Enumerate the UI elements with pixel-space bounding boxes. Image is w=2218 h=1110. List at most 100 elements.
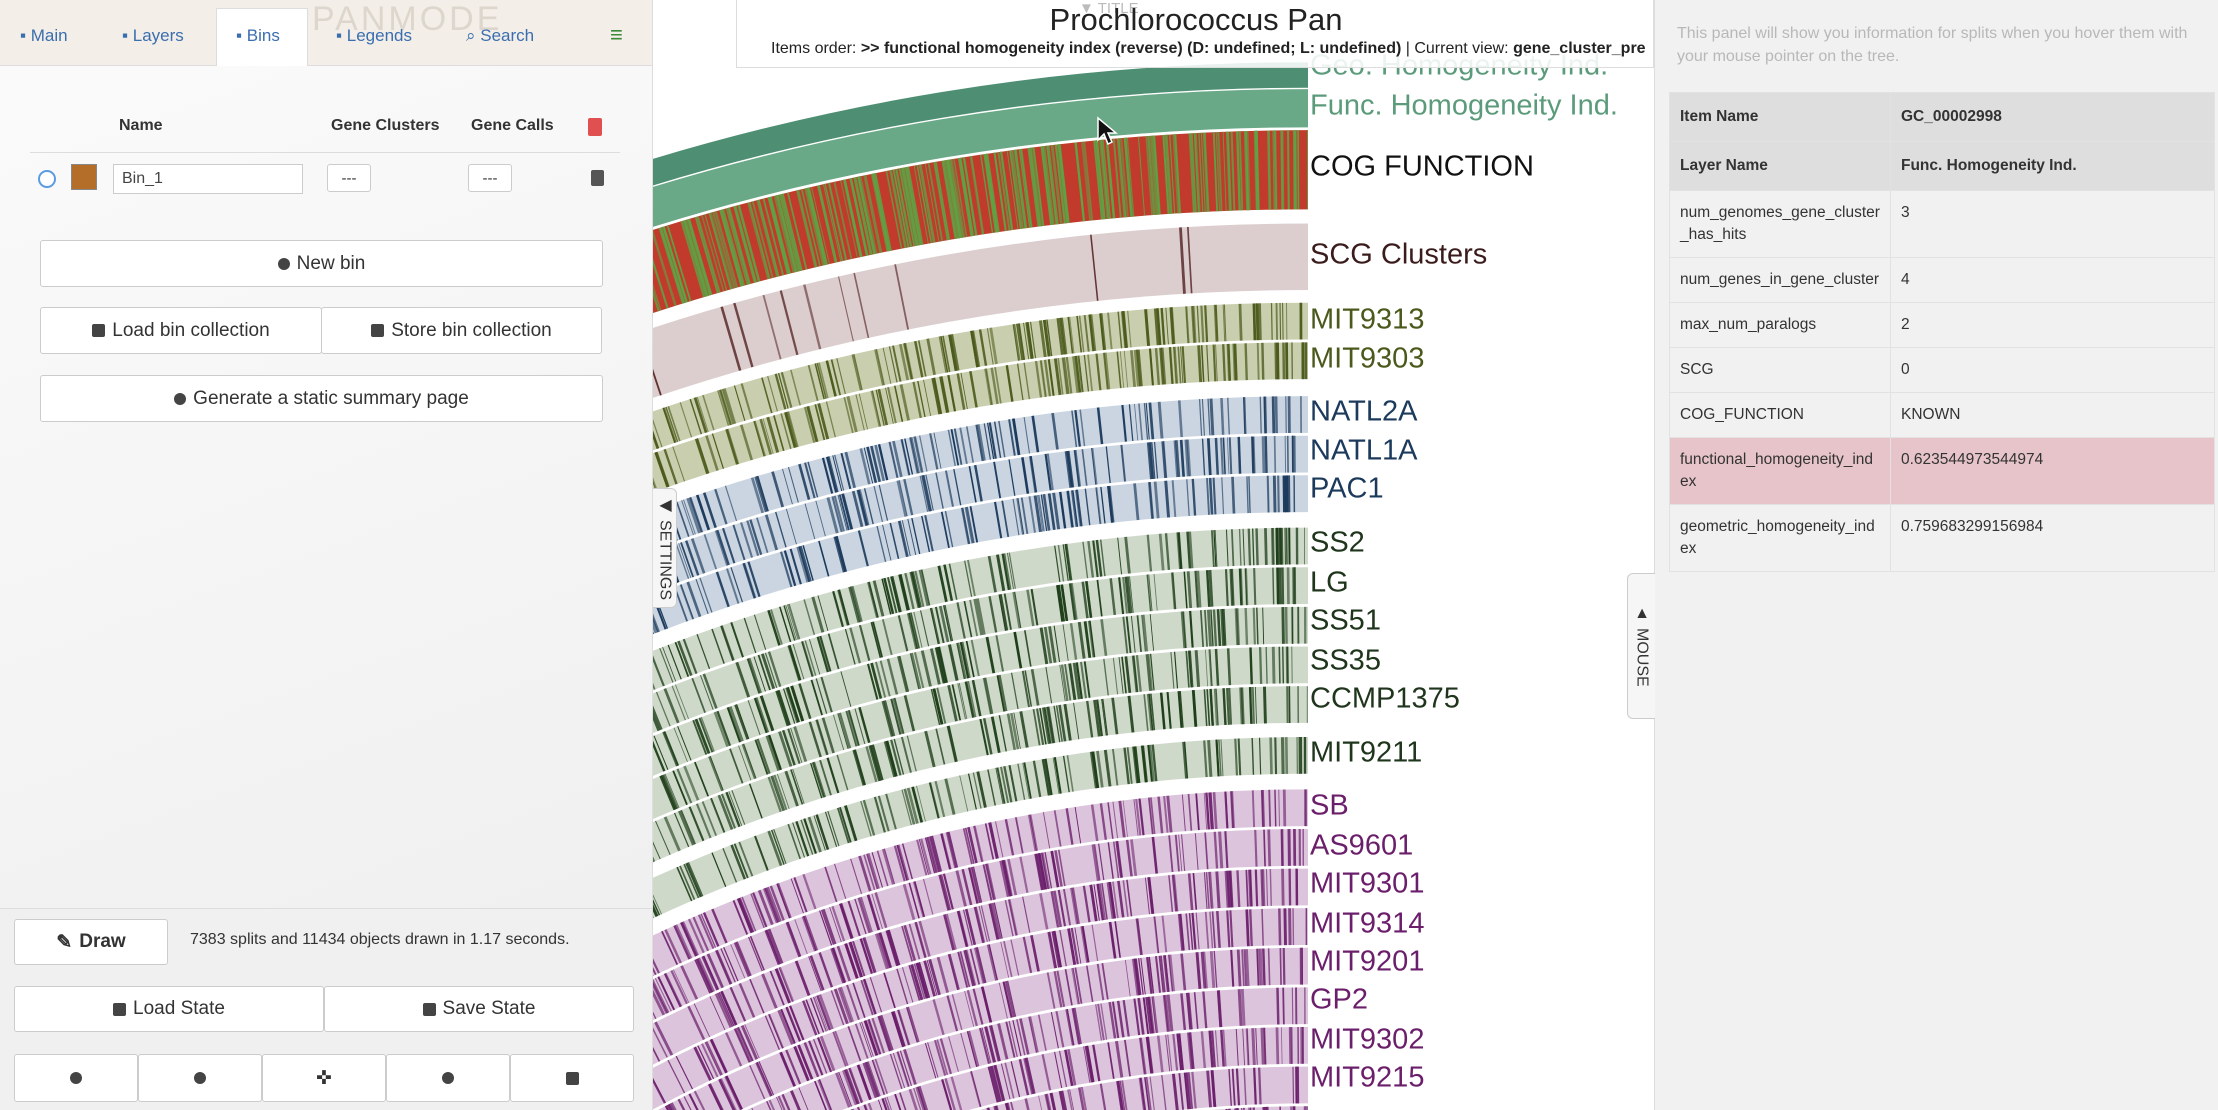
ring-stripe xyxy=(654,977,672,1012)
ring-stripe xyxy=(762,198,785,276)
ring-stripe xyxy=(1083,314,1090,352)
ring-stripe xyxy=(667,1059,686,1094)
ring-stripe xyxy=(857,1064,872,1100)
load-collection-button[interactable]: Load bin collection xyxy=(40,307,322,354)
save-svg-button[interactable] xyxy=(510,1054,634,1102)
gene-clusters-button[interactable]: --- xyxy=(327,164,371,192)
mouse-tab[interactable]: ▲ MOUSE xyxy=(1627,573,1655,719)
ring-stripe xyxy=(673,812,690,848)
gene-calls-button[interactable]: --- xyxy=(468,164,512,192)
info-key: max_num_paralogs xyxy=(1669,302,1891,348)
zoom-out-button[interactable] xyxy=(138,1054,262,1102)
ring-stripe xyxy=(884,848,896,885)
ring-stripe xyxy=(1258,647,1263,684)
ring-stripe xyxy=(819,1035,836,1072)
ring-stripe xyxy=(1180,993,1187,1031)
delete-all-icon[interactable] xyxy=(588,118,602,136)
ring-stripe xyxy=(820,676,833,713)
info-value: 3 xyxy=(1890,190,2215,258)
zoom-in-button[interactable] xyxy=(14,1054,138,1102)
ring-stripe xyxy=(850,858,863,895)
tab[interactable]: ▪ Layers xyxy=(122,26,184,45)
ring-stripe xyxy=(899,574,910,611)
ring-stripe xyxy=(1280,527,1283,565)
menu-icon[interactable]: ≡ xyxy=(610,22,623,47)
ring-stripe xyxy=(1191,478,1197,516)
ring-stripe xyxy=(680,965,699,1000)
ring-stripe xyxy=(825,456,838,493)
ring-stripe xyxy=(1238,528,1242,566)
ring-stripe xyxy=(944,470,954,507)
ring-stripe xyxy=(1253,1067,1257,1105)
title-toggle[interactable]: ▼ TITLE xyxy=(1079,0,1139,17)
ring-stripe xyxy=(923,474,933,512)
ring-stripe xyxy=(881,578,892,615)
settings-tab[interactable]: ◀ SETTINGS xyxy=(653,488,677,608)
store-collection-button[interactable]: Store bin collection xyxy=(321,307,602,354)
ring-stripe xyxy=(1146,442,1153,480)
ring-stripe xyxy=(1057,357,1064,395)
ring-stripe xyxy=(901,167,919,246)
ring-stripe xyxy=(863,1020,879,1056)
ring-stripe xyxy=(1090,234,1099,301)
ring-stripe xyxy=(786,192,808,270)
ring-stripe xyxy=(1102,698,1109,736)
ring-stripe xyxy=(1029,455,1038,493)
center-button[interactable]: ✜ xyxy=(262,1054,386,1102)
ring-stripe xyxy=(735,661,751,698)
ring-stripe xyxy=(1081,581,1089,619)
save-state-button[interactable]: Save State xyxy=(324,986,634,1032)
ring-stripe xyxy=(1187,226,1193,294)
ring-stripe xyxy=(920,838,932,875)
tab[interactable]: ▪ Bins xyxy=(236,26,280,45)
ring-stripe xyxy=(1194,132,1201,213)
ring-stripe xyxy=(702,394,715,431)
ring-stripe xyxy=(990,716,1001,754)
tab[interactable]: ▪ Legends xyxy=(336,26,412,45)
ring-stripe xyxy=(993,902,1003,939)
ring-stripe xyxy=(1126,747,1133,784)
ring-stripe xyxy=(756,475,769,512)
ring-stripe xyxy=(913,611,923,648)
new-bin-button[interactable]: New bin xyxy=(40,240,603,287)
ring-stripe xyxy=(1186,1072,1193,1110)
ring-stripe xyxy=(653,989,666,1016)
ring-stripe xyxy=(933,432,942,469)
ring-stripe xyxy=(1243,131,1249,211)
ring-stripe xyxy=(844,451,856,489)
upload-button[interactable] xyxy=(386,1054,510,1102)
tab[interactable]: ▪ Main xyxy=(20,26,68,45)
ring-stripe xyxy=(848,586,861,623)
bin-radio[interactable] xyxy=(38,170,56,188)
ring-stripe xyxy=(764,1015,780,1050)
ring-stripe xyxy=(1254,869,1259,907)
ring-stripe xyxy=(1255,130,1260,210)
bin-name-input[interactable]: Bin_1 xyxy=(113,164,303,194)
draw-button[interactable]: ✎ Draw xyxy=(14,919,168,965)
ring-stripe xyxy=(1058,1090,1066,1110)
ring-stripe xyxy=(947,684,958,722)
ring-stripe xyxy=(1072,356,1079,393)
ring-stripe xyxy=(746,520,760,556)
ring-stripe xyxy=(814,404,826,441)
ring-stripe xyxy=(1145,1076,1152,1110)
ring-band xyxy=(653,223,1308,399)
bin-color[interactable] xyxy=(71,164,97,190)
ring-stripe xyxy=(1153,573,1158,611)
ring-stripe xyxy=(1153,481,1160,519)
ring-stripe xyxy=(1224,831,1229,869)
ring-stripe xyxy=(831,496,843,533)
ring-stripe xyxy=(782,468,793,505)
tab[interactable]: ⌕ Search xyxy=(466,26,535,45)
ring-stripe xyxy=(935,647,946,684)
ring-stripe xyxy=(1003,940,1013,978)
ring-stripe xyxy=(733,205,757,283)
summary-button[interactable]: Generate a static summary page xyxy=(40,375,603,422)
ring-stripe xyxy=(1158,533,1165,571)
ring-stripe xyxy=(993,152,1007,232)
ring-stripe xyxy=(653,258,669,309)
delete-bin-icon[interactable] xyxy=(591,170,604,186)
load-state-button[interactable]: Load State xyxy=(14,986,324,1032)
ring-stripe xyxy=(1205,872,1210,909)
ring-stripe xyxy=(941,1079,953,1110)
